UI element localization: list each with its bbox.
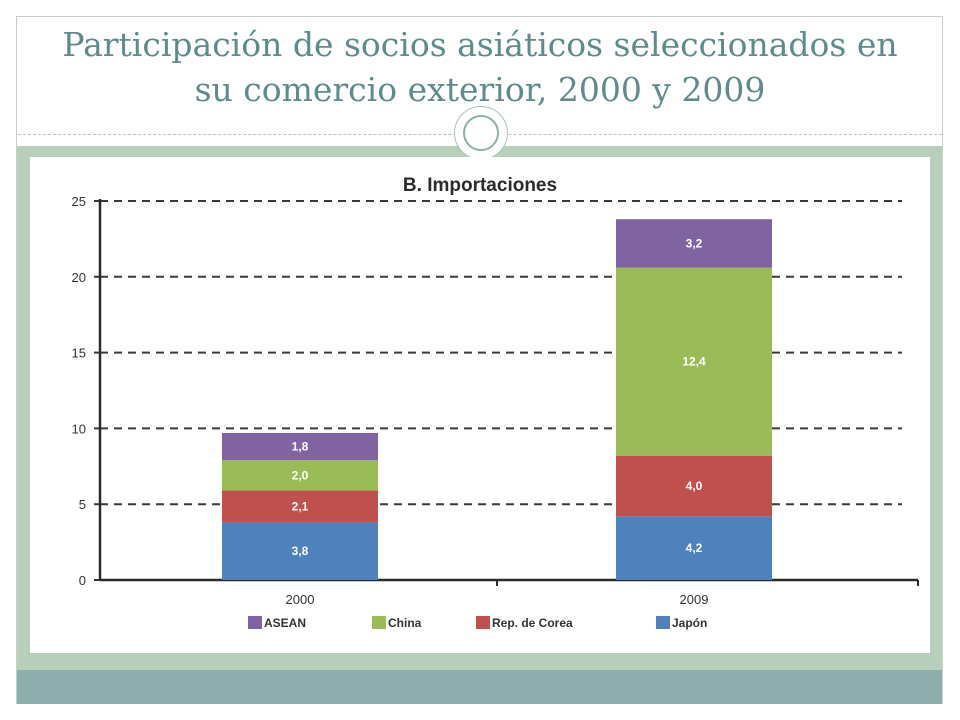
bar-data-label: 3,2 xyxy=(686,236,703,250)
y-tick-label: 25 xyxy=(72,194,86,209)
circle-ornament-icon xyxy=(454,106,508,160)
bar-segment xyxy=(616,516,772,580)
legend-label: Rep. de Corea xyxy=(492,616,573,630)
bar-segment xyxy=(222,432,378,461)
bar-segment xyxy=(222,460,378,491)
legend-label: ASEAN xyxy=(264,616,306,630)
y-tick-label: 15 xyxy=(72,346,86,361)
legend-label: China xyxy=(388,616,422,630)
legend-label: Japón xyxy=(672,616,707,630)
y-tick-label: 20 xyxy=(72,270,86,285)
legend-swatch xyxy=(372,616,386,629)
bar-data-label: 3,8 xyxy=(292,544,309,558)
y-tick-label: 10 xyxy=(72,421,86,436)
x-tick-label: 2000 xyxy=(286,592,315,607)
bar-data-label: 2,1 xyxy=(292,499,309,513)
bar-data-label: 4,0 xyxy=(686,479,703,493)
chart-panel: B. Importaciones 0 5 10 15 20 25 3,8 2,1 2,0 1,8 20… xyxy=(30,157,930,653)
bar-data-label: 12,4 xyxy=(682,355,706,369)
slide-title-line-2: su comercio exterior, 2000 y 2009 xyxy=(194,70,766,109)
y-tick-label: 0 xyxy=(79,573,86,588)
bar-segment xyxy=(222,490,378,523)
slide-title-line-1: Participación de socios asiáticos selecc… xyxy=(62,25,898,64)
footer-band xyxy=(17,670,942,704)
chart-title: B. Importaciones xyxy=(403,175,557,196)
slide-title: Participación de socios asiáticos selecc… xyxy=(20,22,940,112)
bar-data-label: 1,8 xyxy=(292,440,309,454)
bar-segment xyxy=(616,267,772,456)
legend-swatch xyxy=(656,616,670,629)
bar-data-label: 4,2 xyxy=(686,541,703,555)
x-tick-label: 2009 xyxy=(680,592,709,607)
bar-data-label: 2,0 xyxy=(292,468,309,482)
bar-segment xyxy=(616,219,772,268)
legend-swatch xyxy=(476,616,490,629)
bar-segment xyxy=(222,522,378,580)
y-tick-label: 5 xyxy=(79,497,86,512)
stacked-bar-chart: B. Importaciones 0 5 10 15 20 25 3,8 2,1 2,0 1,8 20… xyxy=(72,175,919,630)
legend-swatch xyxy=(248,616,262,629)
bar-segment xyxy=(616,455,772,517)
